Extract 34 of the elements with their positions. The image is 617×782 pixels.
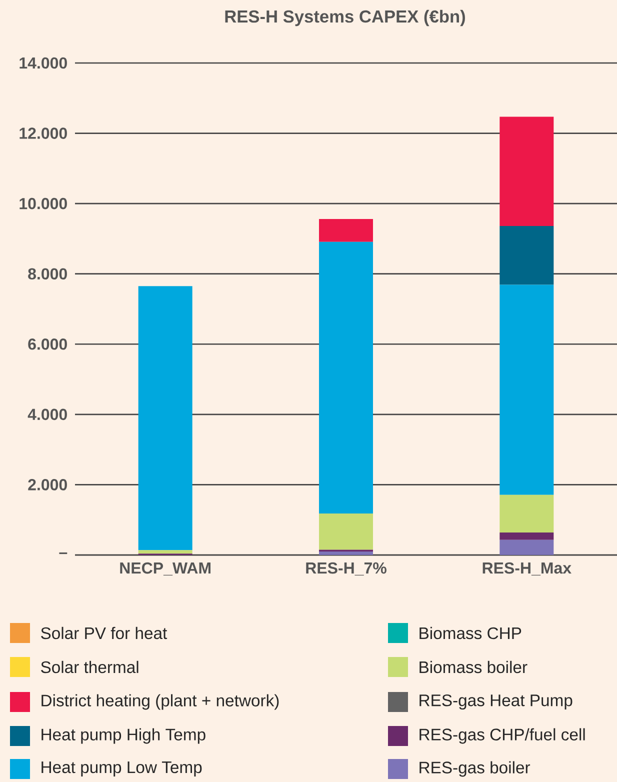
bar [500, 226, 554, 285]
y-tick-label: – [59, 552, 68, 554]
bar [500, 532, 554, 540]
chart-title: RES-H Systems CAPEX (€bn) [225, 10, 465, 26]
legend-label: Biomass CHP [420, 626, 522, 640]
y-tick-label: 12.000 [20, 128, 67, 139]
legend-label: District heating (plant + network) [42, 694, 279, 710]
x-tick-label: RES-H_Max [482, 562, 572, 576]
bar [138, 550, 192, 554]
legend-label: Heat pump Low Temp [42, 762, 202, 776]
bar [318, 242, 373, 514]
y-tick-label: 14.000 [20, 57, 67, 69]
bar [500, 284, 554, 495]
legend-label: RES-gas CHP/fuel cell [420, 728, 585, 744]
bar [318, 551, 373, 555]
y-tick-label: 10.000 [20, 198, 67, 210]
x-tick-label: RES-H_7% [306, 562, 386, 576]
bar [138, 286, 192, 550]
legend-label: RES-gas boiler [420, 761, 530, 777]
y-tick-label: 6.000 [28, 338, 67, 350]
legend-label: Solar PV for heat [41, 626, 168, 640]
x-tick-label: NECP_WAM [120, 562, 210, 576]
legend-label: RES-gas Heat Pump [420, 694, 572, 710]
bar [500, 494, 554, 532]
bar [500, 540, 554, 555]
legend-label: Heat pump High Temp [42, 728, 206, 744]
y-tick-label: 2.000 [28, 479, 67, 490]
legend-label: Solar thermal [41, 660, 138, 674]
y-tick-label: 4.000 [28, 408, 67, 420]
legend-label: Biomass boiler [420, 660, 528, 674]
bar [318, 219, 373, 242]
bar [318, 514, 373, 550]
y-tick-label: 8.000 [28, 268, 67, 280]
bar [500, 116, 554, 226]
